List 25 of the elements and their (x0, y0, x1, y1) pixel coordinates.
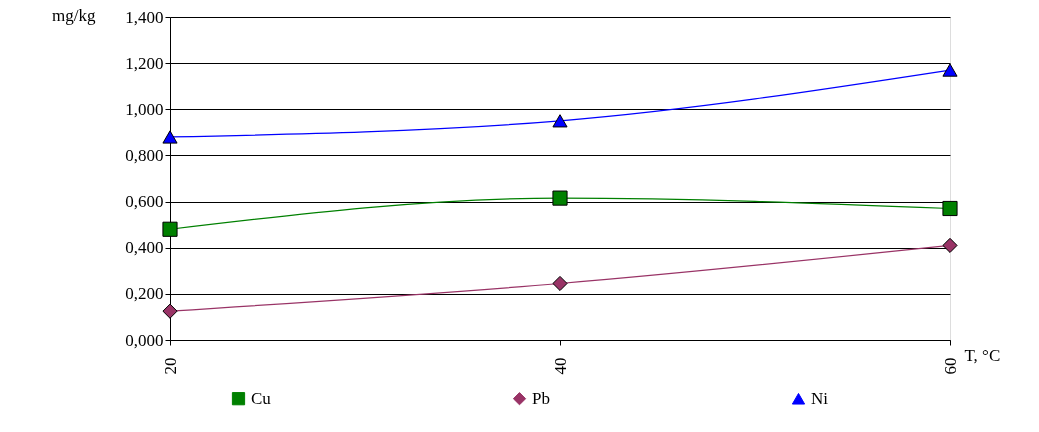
legend-label: Cu (251, 388, 272, 408)
y-tick-label: 1,400 (125, 7, 164, 27)
y-tick-label: 0,000 (125, 330, 164, 350)
y-tick-label: 1,200 (125, 53, 164, 73)
y-tick-label: 1,000 (125, 99, 164, 119)
point (162, 303, 178, 319)
point (942, 237, 958, 253)
x-tick-label: 60 (940, 357, 960, 375)
point (162, 130, 178, 144)
x-axis-title: T, °C (964, 345, 1001, 365)
y-tick-label: 0,600 (125, 192, 164, 212)
legend-label: Pb (532, 388, 550, 408)
legend-label: Ni (811, 388, 829, 408)
point (552, 114, 568, 128)
point (942, 63, 958, 77)
x-tick-label: 40 (550, 357, 570, 375)
point (942, 200, 958, 217)
y-tick-label: 0,400 (125, 238, 164, 258)
y-axis-title: mg/kg (52, 5, 96, 25)
y-tick-label: 0,200 (125, 284, 164, 304)
point (552, 190, 568, 206)
point (162, 221, 178, 237)
point (552, 275, 568, 292)
x-tick-label: 20 (160, 357, 180, 375)
y-tick-label: 0,800 (125, 145, 164, 165)
